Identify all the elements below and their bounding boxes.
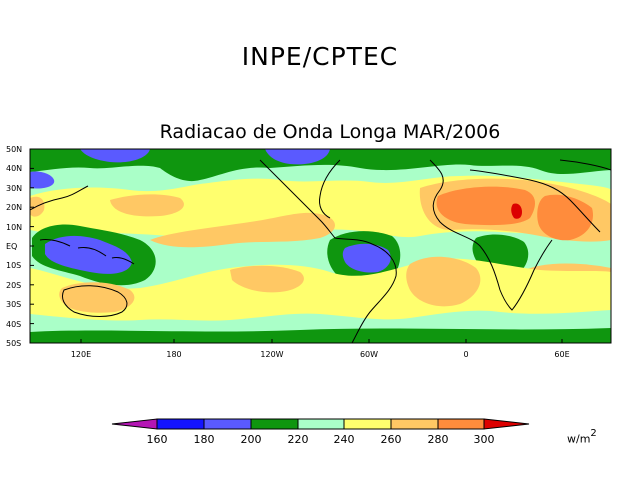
lat-label: 50N	[6, 145, 23, 154]
colorbar-label: 160	[146, 433, 168, 446]
lat-label: 30N	[6, 184, 23, 193]
south-atlantic-280	[406, 256, 481, 307]
colorbar-segment-above-300	[483, 418, 530, 430]
lat-label: 50S	[6, 339, 22, 348]
unit-label: w/m2	[567, 428, 597, 446]
colorbar-segment-220-240	[297, 418, 345, 430]
sahara-max	[511, 203, 522, 219]
lat-label: 30S	[6, 300, 22, 309]
colorbar-label: 200	[240, 433, 262, 446]
lat-label: 10N	[6, 223, 23, 232]
lat-label: 10S	[6, 261, 22, 270]
unit-exponent: 2	[590, 428, 597, 439]
australia-280	[59, 282, 135, 313]
lon-label: 180	[166, 350, 182, 359]
colorbar-segment-280-300	[437, 418, 485, 430]
sahara-300	[436, 186, 535, 226]
axis-ticks	[30, 148, 563, 344]
north-patch-200b	[265, 149, 330, 165]
lon-label: 0	[463, 350, 469, 359]
colorbar-label: 300	[473, 433, 495, 446]
unit-text: w/m	[567, 432, 591, 446]
west-patch-200	[30, 171, 55, 189]
lon-label: 60E	[554, 350, 570, 359]
colorbar-segment-260-280	[390, 418, 439, 430]
lat-label: 20N	[6, 203, 23, 212]
north-patch-200	[80, 149, 150, 163]
lat-label: 20S	[6, 281, 22, 290]
header-title: INPE/CPTEC	[241, 42, 399, 71]
amazon-200	[342, 243, 391, 273]
colorbar-segment-240-260	[343, 418, 392, 430]
lat-label: EQ	[6, 242, 18, 251]
colorbar-label: 220	[287, 433, 309, 446]
north-pacific-280	[110, 194, 184, 217]
india-280	[30, 196, 45, 217]
arabia-300	[537, 194, 594, 241]
colorbar-segment-200-220	[250, 418, 299, 430]
colorbar-label: 260	[380, 433, 402, 446]
colorbar-label: 180	[193, 433, 215, 446]
maritime-200	[45, 235, 132, 274]
colorbar	[111, 418, 530, 430]
colorbar-label: 240	[333, 433, 355, 446]
central-pacific-280	[150, 212, 335, 248]
coastlines	[30, 159, 611, 343]
map-title: Radiacao de Onda Longa MAR/2006	[159, 121, 501, 143]
colorbar-segment-180-200	[203, 418, 252, 430]
colorbar-segment-160-180	[156, 418, 205, 430]
lon-label: 60W	[359, 350, 379, 359]
lat-label: 40S	[6, 320, 22, 329]
lon-label: 120W	[260, 350, 284, 359]
lon-label: 120E	[70, 350, 92, 359]
lat-label: 40N	[6, 164, 23, 173]
colorbar-segment-below-160	[111, 418, 158, 430]
north-band-220	[30, 149, 611, 182]
south-pacific-280	[230, 265, 304, 293]
colorbar-label: 280	[427, 433, 449, 446]
